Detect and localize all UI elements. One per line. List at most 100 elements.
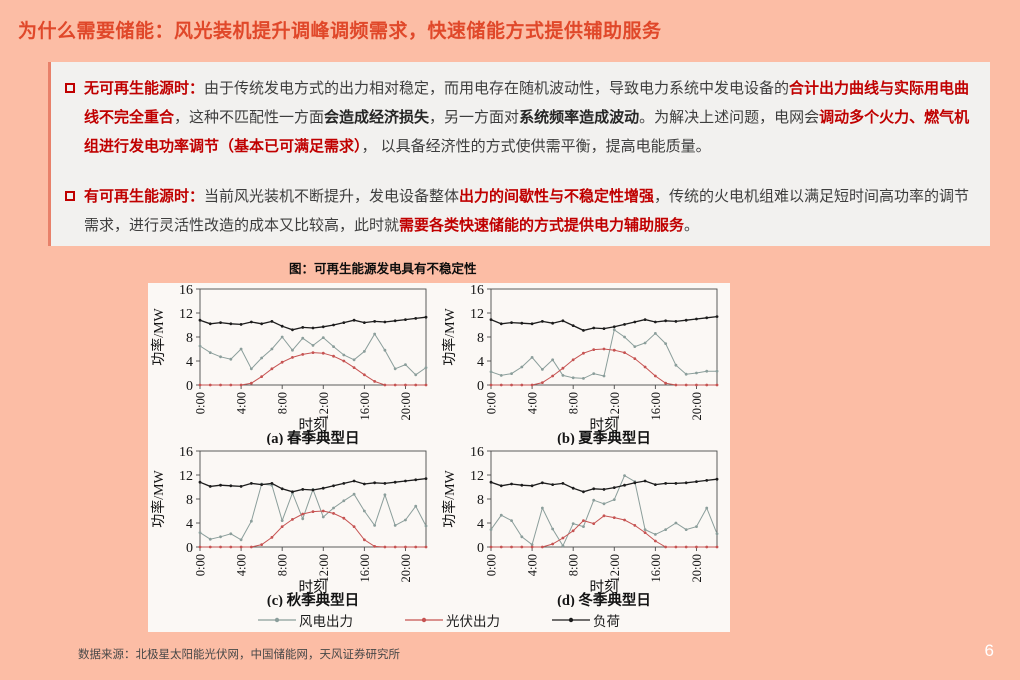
text-segment: 无可再生能源时：	[84, 80, 205, 97]
svg-text:4:00: 4:00	[235, 392, 249, 414]
svg-text:时刻: 时刻	[590, 579, 619, 596]
svg-text:8: 8	[477, 493, 484, 508]
svg-text:(a) 春季典型日: (a) 春季典型日	[266, 429, 359, 445]
svg-text:12: 12	[470, 307, 484, 322]
figure-caption: 图：可再生能源发电具有不稳定性	[289, 262, 477, 276]
svg-text:8:00: 8:00	[276, 554, 290, 576]
bullet-square-icon	[65, 83, 75, 93]
text-segment: ，这种不匹配性一方面	[174, 108, 325, 126]
text-segment: 系统频率造成波动	[519, 108, 640, 126]
page-number: 6	[984, 641, 994, 660]
svg-text:12:00: 12:00	[608, 554, 622, 582]
svg-text:0: 0	[186, 541, 193, 556]
svg-text:8: 8	[477, 331, 484, 346]
svg-text:4: 4	[186, 517, 193, 532]
summary-box: 无可再生能源时：由于传统发电方式的出力相对稳定，而用电存在随机波动性，导致电力系…	[48, 62, 990, 246]
svg-text:20:00: 20:00	[399, 392, 413, 420]
svg-text:0: 0	[477, 379, 484, 394]
svg-text:时刻: 时刻	[299, 579, 328, 596]
svg-text:16:00: 16:00	[649, 392, 663, 420]
chart-svg: 0 4 8 12 16 0:00 4:00 8:00 12:00 16:00 20:00 功率/MW 时…	[150, 283, 428, 445]
text-segment: 。为解决上述问题，电网会	[639, 108, 820, 126]
svg-text:16: 16	[470, 283, 484, 298]
text-segment: 需要各类快速储能的方式提供电力辅助服务	[399, 216, 685, 234]
legend-label: 负荷	[593, 613, 620, 629]
text-segment: 合计出力曲线与实际用电曲线不完全重合	[84, 80, 970, 126]
svg-text:功率/MW: 功率/MW	[150, 307, 167, 365]
svg-text:(c) 秋季典型日: (c) 秋季典型日	[267, 591, 359, 607]
charts-grid: 0 4 8 12 16 0:00 4:00 8:00 12:00 16:00 20:00 功率/MW 时…	[148, 283, 730, 607]
text-segment: 由于传统发电方式的出力相对稳定，而用电存在随机波动性，导致电力系统中发电设备的	[204, 80, 790, 97]
svg-text:12:00: 12:00	[608, 392, 622, 420]
svg-text:0:00: 0:00	[194, 392, 208, 414]
svg-text:时刻: 时刻	[299, 417, 328, 434]
bullet-item: 无可再生能源时：由于传统发电方式的出力相对稳定，而用电存在随机波动性，导致电力系…	[65, 75, 972, 162]
chart-autumn: 0 4 8 12 16 0:00 4:00 8:00 12:00 16:00 20:00 功率/MW 时…	[148, 445, 439, 607]
svg-text:20:00: 20:00	[690, 392, 704, 420]
svg-text:0: 0	[477, 541, 484, 556]
svg-text:20:00: 20:00	[690, 554, 704, 582]
svg-text:16:00: 16:00	[358, 554, 372, 582]
text-segment: 会造成经济损失	[324, 108, 430, 126]
chart-svg: 0 4 8 12 16 0:00 4:00 8:00 12:00 16:00 20:00 功率/MW 时…	[441, 283, 719, 445]
svg-text:8: 8	[186, 493, 193, 508]
svg-text:16: 16	[470, 445, 484, 460]
legend-label: 光伏出力	[446, 613, 500, 629]
text-segment: 出力的间歇性与不稳定性增强	[459, 187, 655, 205]
svg-text:12: 12	[470, 469, 484, 484]
bullet-item: 有可再生能源时：当前风光装机不断提升，发电设备整体出力的间歇性与不稳定性增强，传…	[65, 183, 972, 241]
legend-label: 风电出力	[299, 613, 353, 629]
svg-text:16:00: 16:00	[358, 392, 372, 420]
svg-text:4: 4	[477, 355, 484, 370]
text-segment: 。	[684, 216, 700, 234]
bullet-square-icon	[65, 190, 75, 201]
legend-item: 负荷	[552, 610, 620, 630]
svg-text:16:00: 16:00	[649, 554, 663, 582]
text-segment: 当前风光装机不断提升，发电设备整体	[204, 187, 460, 205]
chart-winter: 0 4 8 12 16 0:00 4:00 8:00 12:00 16:00 20:00 功率/MW 时…	[439, 445, 730, 607]
svg-text:(b) 夏季典型日: (b) 夏季典型日	[557, 429, 651, 445]
legend-line-icon	[552, 617, 590, 622]
svg-text:功率/MW: 功率/MW	[441, 307, 458, 365]
svg-text:时刻: 时刻	[590, 417, 619, 434]
svg-text:8:00: 8:00	[567, 554, 581, 576]
legend-item: 光伏出力	[405, 610, 500, 630]
svg-text:4: 4	[477, 517, 484, 532]
svg-text:0: 0	[186, 379, 193, 394]
svg-text:16: 16	[179, 445, 193, 460]
svg-text:(d) 冬季典型日: (d) 冬季典型日	[557, 591, 651, 607]
text-segment: ，另一方面对	[429, 108, 520, 126]
text-segment: 调动多个火力、燃气机组进行发电功率调节（基本已可满足需求）	[84, 108, 970, 155]
chart-svg: 0 4 8 12 16 0:00 4:00 8:00 12:00 16:00 20:00 功率/MW 时…	[150, 445, 428, 607]
legend-line-icon	[258, 617, 296, 622]
chart-spring: 0 4 8 12 16 0:00 4:00 8:00 12:00 16:00 20:00 功率/MW 时…	[148, 283, 439, 445]
svg-text:功率/MW: 功率/MW	[441, 469, 458, 527]
svg-text:功率/MW: 功率/MW	[150, 469, 167, 527]
bullet-text: 有可再生能源时：当前风光装机不断提升，发电设备整体出力的间歇性与不稳定性增强，传…	[84, 183, 972, 241]
text-segment: ，传统的火电机组难以满足短时间高功率的调节需求，进行灵活性改造的成本又比较高，此…	[84, 187, 970, 234]
figure-panel: 0 4 8 12 16 0:00 4:00 8:00 12:00 16:00 20:00 功率/MW 时…	[148, 283, 730, 632]
svg-text:12: 12	[179, 307, 193, 322]
source-note: 数据来源：北极星太阳能光伏网，中国储能网，天风证券研究所	[78, 649, 400, 661]
text-segment: 有可再生能源时：	[84, 187, 205, 205]
legend-line-icon	[405, 617, 443, 622]
svg-text:8: 8	[186, 331, 193, 346]
svg-text:16: 16	[179, 283, 193, 298]
svg-text:0:00: 0:00	[194, 554, 208, 576]
svg-text:4: 4	[186, 355, 193, 370]
legend-item: 风电出力	[258, 610, 353, 630]
svg-text:4:00: 4:00	[235, 554, 249, 576]
chart-summer: 0 4 8 12 16 0:00 4:00 8:00 12:00 16:00 20:00 功率/MW 时…	[439, 283, 730, 445]
svg-text:4:00: 4:00	[526, 392, 540, 414]
svg-text:8:00: 8:00	[567, 392, 581, 414]
svg-text:12:00: 12:00	[317, 554, 331, 582]
svg-text:0:00: 0:00	[485, 554, 499, 576]
svg-text:0:00: 0:00	[485, 392, 499, 414]
chart-legend: 风电出力 光伏出力 负荷	[148, 607, 730, 632]
page-title: 为什么需要储能：风光装机提升调峰调频需求，快速储能方式提供辅助服务	[18, 21, 662, 42]
svg-text:20:00: 20:00	[399, 554, 413, 582]
svg-text:4:00: 4:00	[526, 554, 540, 576]
svg-text:12:00: 12:00	[317, 392, 331, 420]
svg-text:8:00: 8:00	[276, 392, 290, 414]
